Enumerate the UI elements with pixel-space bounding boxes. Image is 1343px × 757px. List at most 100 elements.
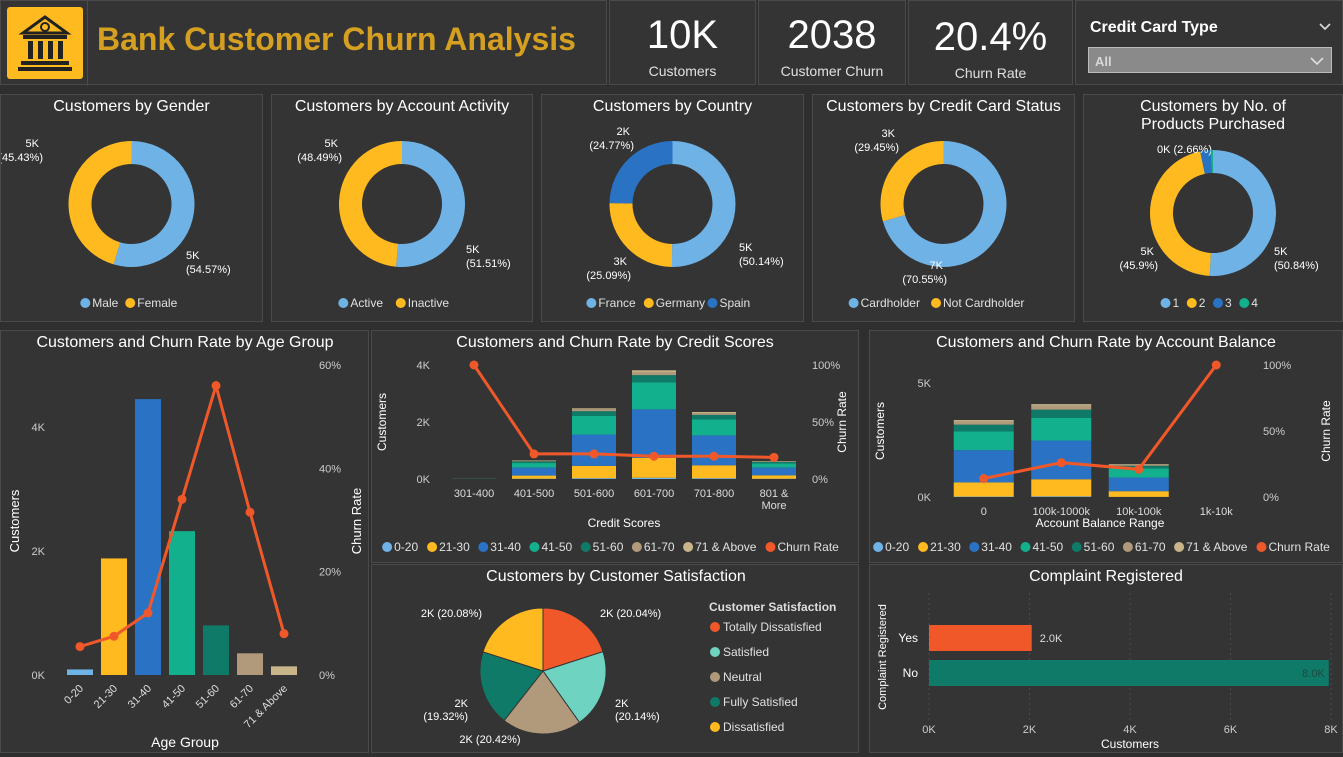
credit-card-type-slicer[interactable]: Credit Card Type All: [1075, 0, 1343, 85]
legend-entry: 61-70: [1135, 540, 1166, 554]
legend-marker: [873, 542, 883, 552]
stacked-bar-segment: [632, 370, 676, 372]
account-balance-combo-chart: Customers and Churn Rate by Account Bala…: [870, 331, 1342, 562]
y2-tick-label: 0%: [1263, 492, 1279, 504]
legend-marker: [1256, 542, 1266, 552]
y2-tick-label: 100%: [1263, 360, 1291, 372]
legend-entry: 21-30: [439, 540, 470, 554]
chevron-down-icon: [1309, 54, 1325, 72]
legend-entry: 0-20: [394, 540, 418, 554]
stacked-bar-segment: [752, 463, 796, 467]
y2-tick-label: 50%: [1263, 426, 1285, 438]
data-label: (54.57%): [186, 264, 231, 276]
x-tick-label: 61-70: [228, 683, 256, 711]
legend-entry: Male: [92, 296, 118, 310]
y-tick-label: 0K: [918, 492, 932, 504]
data-label: (45.9%): [1119, 260, 1158, 272]
x-tick-label: 0: [981, 506, 987, 518]
churn-rate-point: [590, 449, 599, 458]
x-tick-label: 51-60: [194, 683, 222, 711]
x-tick-label: 0K: [922, 724, 936, 736]
slicer-dropdown[interactable]: All: [1088, 47, 1332, 73]
x-tick-label: 4K: [1123, 724, 1137, 736]
churn-rate-point: [178, 495, 187, 504]
chevron-down-icon[interactable]: [1318, 19, 1332, 37]
legend-entry: Cardholder: [861, 296, 920, 310]
bar: [203, 625, 229, 675]
data-label: 5K: [1274, 246, 1288, 258]
legend-entry: 21-30: [930, 540, 961, 554]
kpi-value: 10K: [610, 13, 755, 58]
y-tick-label: No: [903, 666, 919, 680]
data-label: (51.51%): [466, 258, 511, 270]
legend-marker: [1161, 298, 1171, 308]
legend-marker: [644, 298, 654, 308]
stacked-bar-segment: [692, 435, 736, 465]
churn-rate-point: [1057, 458, 1066, 467]
page-title: Bank Customer Churn Analysis: [97, 21, 576, 58]
legend-marker: [918, 542, 928, 552]
kpi-customers: 10K Customers: [609, 0, 756, 85]
slicer-label: Credit Card Type: [1090, 19, 1218, 37]
stacked-bar-segment: [632, 382, 676, 409]
gender-donut-chart: Customers by Gender5K(54.57%)5K(45.43%)M…: [1, 95, 262, 321]
chart-title: Customers and Churn Rate by Age Group: [36, 334, 333, 351]
data-label: (48.49%): [297, 152, 342, 164]
legend-entry: Dissatisfied: [723, 720, 784, 734]
kpi-label: Customer Churn: [759, 63, 905, 79]
chart-title: Customers by Country: [593, 98, 752, 115]
churn-rate-point: [212, 381, 221, 390]
country-donut-chart: Customers by Country5K(50.14%)3K(25.09%)…: [542, 95, 803, 321]
stacked-bar-segment: [632, 458, 676, 478]
credit-scores-chart-panel: Customers and Churn Rate by Credit Score…: [371, 330, 859, 563]
legend-entry: 31-40: [981, 540, 1012, 554]
data-label: (25.09%): [586, 270, 631, 282]
data-label: 2K (20.42%): [459, 734, 520, 746]
churn-rate-point: [710, 452, 719, 461]
bar: [237, 653, 263, 675]
legend-marker: [710, 697, 720, 707]
stacked-bar-segment: [512, 461, 556, 462]
stacked-bar-segment: [1031, 406, 1091, 410]
stacked-bar-segment: [954, 431, 1014, 450]
legend-entry: 51-60: [1084, 540, 1115, 554]
data-label: (20.14%): [615, 711, 660, 723]
legend-entry: Female: [137, 296, 177, 310]
stacked-bar-segment: [1031, 496, 1091, 497]
legend-entry: Satisfied: [723, 645, 769, 659]
legend-marker: [707, 298, 717, 308]
churn-rate-point: [280, 629, 289, 638]
data-label: 2K (20.08%): [421, 608, 482, 620]
churn-rate-point: [470, 361, 479, 370]
stacked-bar-segment: [752, 475, 796, 478]
kpi-label: Customers: [610, 63, 755, 79]
data-label: 3K: [614, 256, 628, 268]
churn-rate-point: [76, 642, 85, 651]
x-axis-label: Credit Scores: [588, 516, 661, 530]
legend-entry: Not Cardholder: [943, 296, 1024, 310]
stacked-bar-segment: [632, 409, 676, 457]
x-tick-label: 801 &: [760, 488, 789, 500]
legend-title: Customer Satisfaction: [709, 600, 836, 614]
slicer-selected-value: All: [1095, 54, 1112, 69]
data-label: 7K: [930, 260, 944, 272]
churn-rate-point: [770, 453, 779, 462]
legend-marker: [1213, 298, 1223, 308]
data-label: 5K: [26, 138, 40, 150]
chart-title: Customers by Credit Card Status: [826, 98, 1061, 115]
x-tick-label: 31-40: [126, 683, 154, 711]
legend-marker: [710, 672, 720, 682]
data-label: (29.45%): [854, 142, 899, 154]
credit-scores-combo-chart: Customers and Churn Rate by Credit Score…: [372, 331, 858, 562]
legend-entry: Totally Dissatisfied: [723, 620, 822, 634]
stacked-bar-segment: [572, 466, 616, 478]
data-label: 2K (20.04%): [600, 608, 661, 620]
x-tick-label: 2K: [1023, 724, 1037, 736]
legend-entry: 2: [1199, 296, 1206, 310]
donut-slice: [1150, 151, 1211, 276]
legend-marker: [1239, 298, 1249, 308]
